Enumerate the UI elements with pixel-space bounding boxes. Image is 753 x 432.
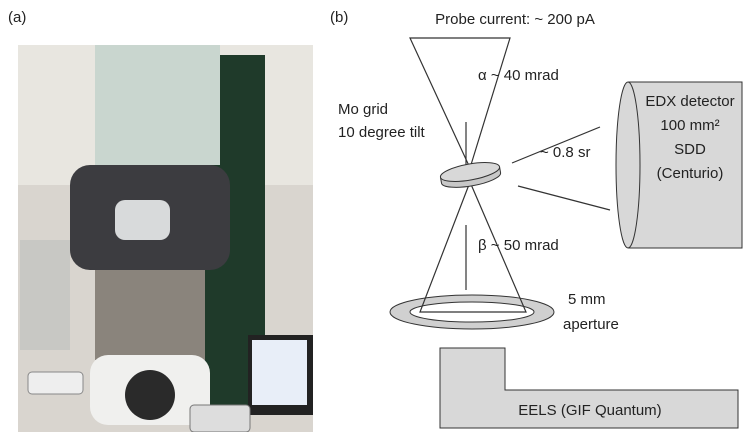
photo-controller	[28, 372, 83, 394]
solid-angle-line	[518, 186, 610, 210]
probe-current: Probe current: ~ 200 pA	[435, 11, 595, 28]
beta-label: β ~ 50 mrad	[478, 237, 559, 254]
panel-label: (a)	[8, 9, 26, 26]
solid-angle-label: ~ 0.8 sr	[540, 144, 590, 161]
photo-tank	[20, 240, 70, 350]
photo-screen	[252, 340, 307, 405]
mo-grid	[439, 159, 502, 191]
detector-label: EDX detector	[645, 93, 734, 110]
aperture-label: aperture	[563, 316, 619, 333]
detector-label: SDD	[674, 141, 706, 158]
detector-label: 100 mm²	[660, 117, 719, 134]
photo-window	[125, 370, 175, 420]
alpha-label: α ~ 40 mrad	[478, 67, 559, 84]
photo-port	[115, 200, 170, 240]
eels-label: EELS (GIF Quantum)	[518, 402, 661, 419]
photo	[18, 45, 313, 432]
photo-column-top	[95, 45, 220, 165]
panel-label: (b)	[330, 9, 348, 26]
grid-label: 10 degree tilt	[338, 124, 426, 141]
figure: (a) (b) Probe current: ~ 200 pA α ~ 40 m…	[0, 0, 753, 432]
grid-label: Mo grid	[338, 101, 388, 118]
detector-face	[616, 82, 640, 248]
photo-controller	[190, 405, 250, 432]
upper-cone	[410, 38, 510, 168]
detector-label: (Centurio)	[657, 165, 724, 182]
aperture-label: 5 mm	[568, 291, 606, 308]
photo-column-lower	[95, 270, 205, 360]
